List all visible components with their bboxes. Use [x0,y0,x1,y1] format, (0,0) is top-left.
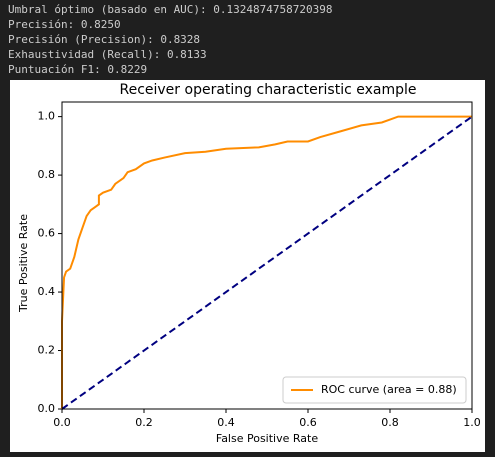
series-line [61,115,473,410]
console-line: Precisión: 0.8250 [8,18,121,31]
plot-frame [61,101,473,410]
y-tick-label: 1.0 [38,110,56,123]
x-tick-label: 0.6 [299,416,317,429]
x-tick-label: 0.0 [53,416,71,429]
legend-box [282,376,467,404]
y-axis-label: True Positive Rate [17,214,30,313]
x-tick-label: 0.2 [135,416,153,429]
console-line: Precisión (Precision): 0.8328 [8,33,200,46]
x-tick-label: 0.8 [381,416,399,429]
y-tick-label: 0.2 [38,344,56,357]
console-line: Exhaustividad (Recall): 0.8133 [8,48,207,61]
x-tick-label: 0.4 [217,416,235,429]
y-tick-label: 0.0 [38,402,56,415]
chart-title: Receiver operating characteristic exampl… [119,82,416,98]
series-line [61,115,472,409]
x-axis-label: False Positive Rate [216,432,318,445]
y-tick-label: 0.4 [38,285,56,298]
y-tick-label: 0.8 [38,168,56,181]
x-tick-label: 1.0 [463,416,481,429]
console-line: Umbral óptimo (basado en AUC): 0.1324874… [8,3,333,16]
legend-label: ROC curve (area = 0.88) [321,383,457,396]
console-line: Puntuación F1: 0.8229 [8,63,147,76]
y-tick-label: 0.6 [38,227,56,240]
